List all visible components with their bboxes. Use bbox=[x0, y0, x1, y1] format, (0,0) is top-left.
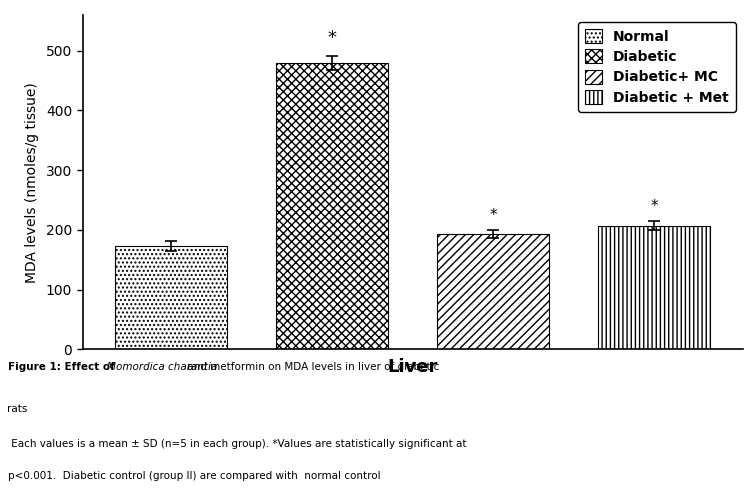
Bar bbox=[436, 234, 549, 349]
Text: *: * bbox=[650, 199, 658, 214]
Text: Momordica charantia: Momordica charantia bbox=[107, 362, 218, 372]
Text: and metformin on MDA levels in liver of diabetic: and metformin on MDA levels in liver of … bbox=[184, 362, 440, 372]
Legend: Normal, Diabetic, Diabetic+ MC, Diabetic + Met: Normal, Diabetic, Diabetic+ MC, Diabetic… bbox=[578, 22, 736, 112]
Text: Figure 1: Effect of: Figure 1: Effect of bbox=[8, 362, 118, 372]
Bar bbox=[276, 63, 388, 349]
Bar bbox=[598, 226, 710, 349]
Text: rats: rats bbox=[8, 404, 28, 414]
Y-axis label: MDA levels (nmoles/g tissue): MDA levels (nmoles/g tissue) bbox=[25, 82, 39, 282]
Text: *: * bbox=[328, 28, 337, 46]
Text: *: * bbox=[489, 208, 496, 223]
X-axis label: Liver: Liver bbox=[387, 358, 438, 376]
Text: p<0.001.  Diabetic control (group II) are compared with  normal control: p<0.001. Diabetic control (group II) are… bbox=[8, 471, 380, 481]
Text: Each values is a mean ± SD (n=5 in each group). *Values are statistically signif: Each values is a mean ± SD (n=5 in each … bbox=[8, 439, 466, 449]
Bar bbox=[115, 246, 227, 349]
